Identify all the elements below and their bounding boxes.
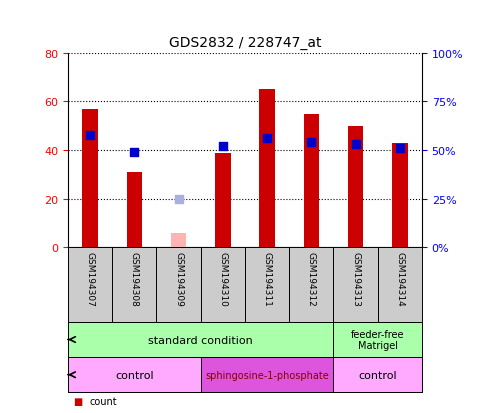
Text: GSM194311: GSM194311 [262,252,271,306]
Text: GSM194313: GSM194313 [350,252,359,306]
Bar [391,143,407,248]
Point [307,140,315,146]
Bar [259,90,274,248]
Bar [200,357,333,392]
Point [263,136,271,142]
Text: count: count [90,396,117,406]
Bar [68,322,333,357]
Bar [82,109,98,248]
Text: control: control [115,370,153,380]
Bar [68,357,200,392]
Point [130,150,138,156]
Text: standard condition: standard condition [148,335,253,345]
Text: GSM194308: GSM194308 [130,252,138,306]
Text: GSM194314: GSM194314 [394,252,404,306]
Text: sphingosine-1-phosphate: sphingosine-1-phosphate [205,370,328,380]
Bar [333,357,421,392]
Text: GSM194307: GSM194307 [85,252,94,306]
Text: feeder-free
Matrigel: feeder-free Matrigel [350,329,404,351]
Text: control: control [358,370,396,380]
Point [351,142,359,148]
Text: GSM194312: GSM194312 [306,252,315,306]
Point [86,132,94,138]
Text: GSM194309: GSM194309 [174,252,182,306]
Bar [333,322,421,357]
Text: ■: ■ [73,396,82,406]
Bar [170,233,186,248]
Bar [303,114,318,248]
Title: GDS2832 / 228747_at: GDS2832 / 228747_at [168,36,320,50]
Bar [126,173,142,248]
Text: GSM194310: GSM194310 [218,252,227,306]
Bar [347,126,363,248]
Point [218,144,226,150]
Point [174,196,182,202]
Bar [214,153,230,248]
Point [395,145,403,152]
